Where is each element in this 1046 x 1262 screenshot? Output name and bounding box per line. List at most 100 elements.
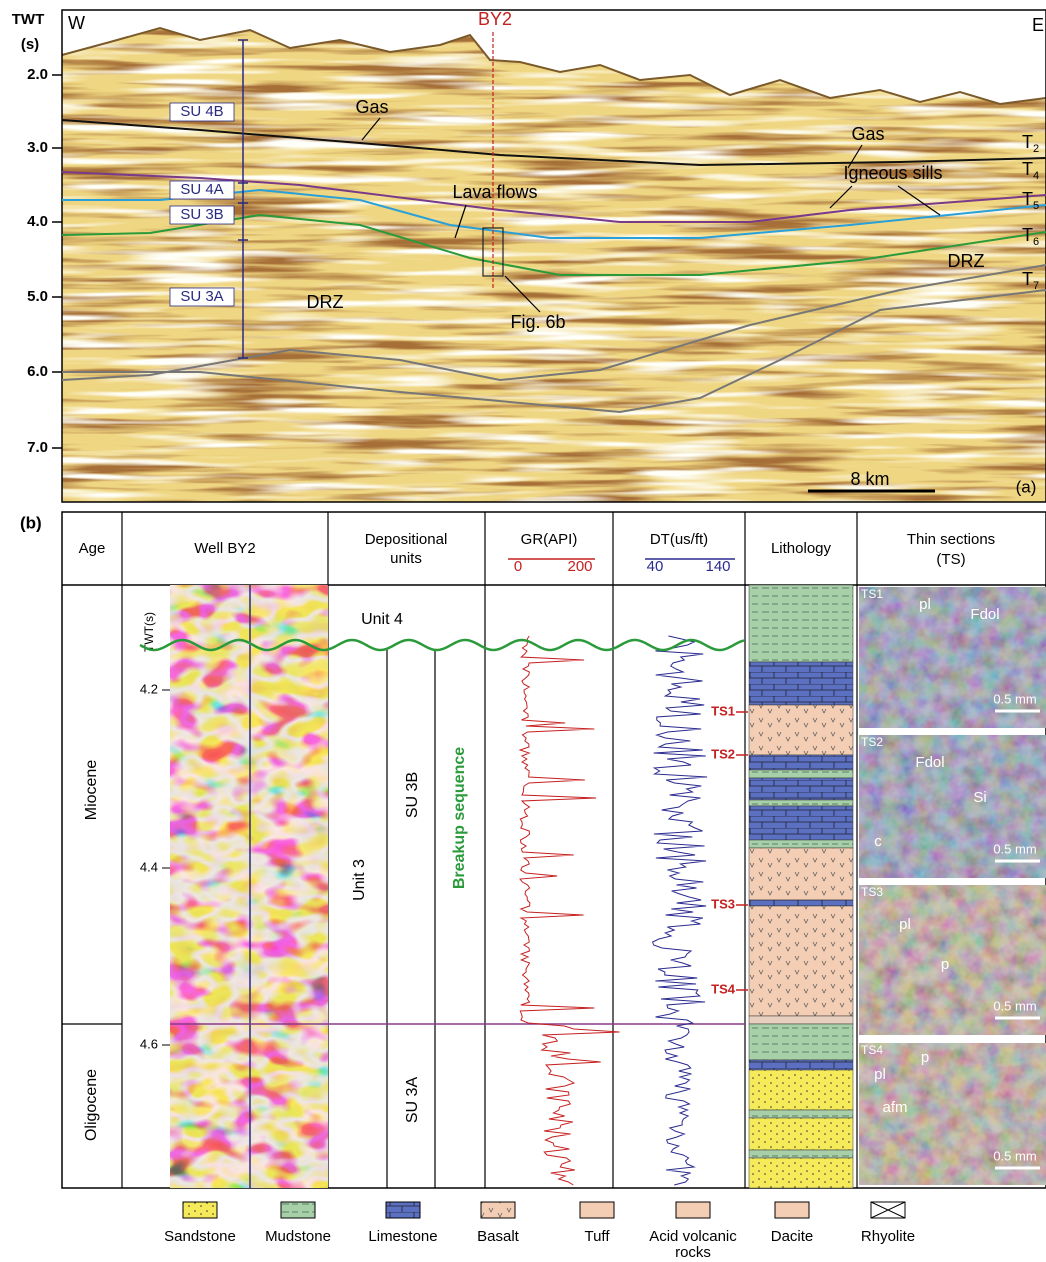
legend-label: Dacite [771,1228,814,1245]
lithology-layer [749,770,853,778]
horizon-name: T [1022,269,1033,289]
lithology-layer [749,585,853,662]
unit-label: SU 3B [180,206,223,223]
horizon-sub: 6 [1033,236,1039,248]
horizon-sub: 7 [1033,280,1039,292]
age-label: Miocene [83,760,100,821]
mineral-label: pl [874,1066,886,1083]
thin-scale-label: 0.5 mm [993,691,1036,706]
well-seismic [170,585,328,1188]
lithology-layer [749,705,853,755]
lithology-layer [749,1150,853,1158]
thin-section-id: TS1 [861,587,883,601]
annotation: DRZ [948,251,985,271]
unit-label: Unit 3 [351,859,368,901]
scale-min: 40 [647,558,664,575]
direction-label: W [68,13,85,33]
gr-trace [520,636,620,1185]
annotation: Fig. 6b [510,312,565,332]
legend-label: Mudstone [265,1228,331,1245]
lithology-layer [749,1024,853,1060]
annotation: DRZ [307,292,344,312]
legend-label: Sandstone [164,1228,236,1245]
y-tick-label: 6.0 [27,363,48,380]
horizon-name: T [1022,225,1033,245]
legend-swatch [481,1202,515,1218]
lithology-layer [749,1118,853,1150]
y-tick-label: 2.0 [27,66,48,83]
sample-label: TS2 [711,746,735,761]
unit-label: SU 3A [180,288,223,305]
legend-label: rocks [675,1244,711,1261]
mineral-label: pl [919,596,931,613]
lithology-layer [749,1110,853,1118]
header: Age [79,540,106,557]
twt-tick-label: 4.4 [140,859,158,874]
panel-label: (a) [1016,477,1037,496]
scale-min: 0 [514,558,522,575]
y-tick-label: 4.0 [27,213,48,230]
header: DT(us/ft) [650,531,708,548]
sequence-label: Breakup sequence [451,747,468,889]
header: Lithology [771,540,832,557]
legend-swatch [676,1202,710,1218]
thin-scale-label: 0.5 mm [993,998,1036,1013]
y-tick-label: 3.0 [27,139,48,156]
header: Thin sections [907,531,995,548]
horizon-sub: 5 [1033,200,1039,212]
twt-tick-label: 4.6 [140,1036,158,1051]
axis-title: TWT [12,11,44,28]
mineral-label: p [921,1049,929,1066]
thin-scale-label: 0.5 mm [993,841,1036,856]
sample-label: TS1 [711,703,735,718]
direction-label: E [1032,15,1044,35]
y-tick-label: 5.0 [27,288,48,305]
annotation: Lava flows [452,182,537,202]
unit-label: SU 3A [404,1077,421,1124]
header: units [390,550,422,567]
thin-section-id: TS2 [861,735,883,749]
lithology-layer [749,662,853,705]
lithology-layer [749,806,853,840]
lithology-layer [749,848,853,900]
lithology-layer [749,900,853,906]
mineral-label: Si [973,789,986,806]
horizon-name: T [1022,189,1033,209]
lithology-layer [749,778,853,800]
thin-section-tint [859,587,1046,728]
dt-trace [653,636,708,1185]
horizon-name: T [1022,132,1033,152]
unit-label: SU 4B [180,103,223,120]
legend-label: Rhyolite [861,1228,915,1245]
lithology-layer [749,1016,853,1024]
lithology-layer [749,906,853,1016]
unit-label: Unit 4 [361,611,403,628]
sample-label: TS4 [711,981,736,996]
header: Depositional [365,531,448,548]
legend-swatch [580,1202,614,1218]
legend-swatch [775,1202,809,1218]
axis-unit: (s) [21,36,39,53]
mineral-label: c [874,833,882,850]
lithology-layer [749,755,853,770]
legend-label: Limestone [368,1228,437,1245]
annotation: Gas [851,124,884,144]
lithology-layer [749,800,853,806]
scale-max: 140 [705,558,730,575]
legend-label: Basalt [477,1228,520,1245]
legend-swatch [183,1202,217,1218]
thin-section-id: TS3 [861,885,883,899]
figure: TWT (s) 2.0 3.0 4.0 5.0 6.0 7.0 W E BY2 Gas Gas Lava … [0,0,1046,1262]
y-tick-label: 7.0 [27,439,48,456]
age-label: Oligocene [83,1069,100,1141]
horizon-sub: 4 [1033,170,1039,182]
scale-label: 8 km [850,469,889,489]
annotation: Gas [355,97,388,117]
scale-max: 200 [567,558,592,575]
lithology-layer [749,1060,853,1070]
well-label: BY2 [478,9,512,29]
legend-swatch [386,1202,420,1218]
horizon-name: T [1022,159,1033,179]
thin-section-id: TS4 [861,1043,883,1057]
lithology-layer [749,840,853,848]
